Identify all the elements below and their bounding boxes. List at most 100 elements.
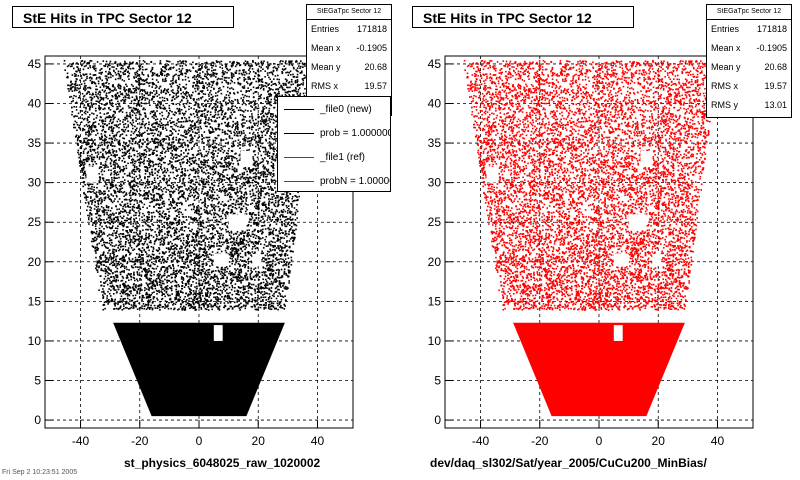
data-point	[158, 169, 160, 171]
data-point	[82, 150, 85, 153]
data-point	[185, 252, 188, 255]
data-point	[172, 141, 175, 143]
data-point	[260, 285, 262, 288]
data-point	[179, 162, 181, 164]
data-point	[166, 89, 168, 91]
data-point	[245, 239, 248, 242]
data-point	[219, 128, 221, 131]
data-point	[168, 222, 171, 225]
data-point	[146, 186, 149, 189]
data-point	[87, 121, 90, 124]
data-point	[136, 168, 138, 171]
data-point	[177, 211, 180, 214]
data-point	[247, 241, 249, 244]
data-point	[251, 68, 254, 70]
data-point	[224, 116, 227, 118]
data-point	[114, 177, 117, 180]
data-point	[213, 213, 216, 216]
data-point	[109, 282, 112, 285]
data-point	[194, 247, 196, 250]
data-point	[151, 78, 154, 81]
data-point	[79, 164, 81, 167]
data-point	[195, 233, 197, 236]
data-point	[145, 62, 148, 65]
data-point	[165, 138, 167, 141]
data-point	[88, 190, 91, 193]
data-point	[274, 218, 277, 221]
data-point	[224, 142, 227, 145]
data-point	[79, 154, 82, 157]
data-point	[260, 93, 263, 96]
data-point	[129, 175, 131, 178]
data-point	[276, 252, 279, 254]
data-point	[138, 118, 141, 120]
data-point	[101, 139, 104, 141]
data-point	[179, 179, 181, 181]
data-point	[283, 222, 286, 225]
data-point	[245, 198, 247, 200]
data-point	[254, 136, 257, 138]
data-point	[240, 306, 243, 308]
data-point	[111, 94, 113, 97]
data-point	[146, 166, 149, 169]
data-point	[105, 265, 107, 268]
data-point	[181, 213, 184, 216]
data-point	[250, 213, 252, 216]
data-point	[76, 129, 78, 132]
data-point	[150, 293, 153, 296]
data-point	[117, 225, 119, 228]
data-point	[246, 277, 249, 280]
data-point	[271, 265, 274, 268]
data-point	[243, 85, 246, 87]
data-point	[225, 101, 227, 104]
data-point	[158, 87, 160, 90]
data-point	[280, 276, 283, 279]
data-point	[194, 261, 197, 264]
data-point	[147, 246, 150, 249]
data-point	[186, 254, 189, 257]
data-point	[101, 225, 103, 228]
data-point	[186, 169, 189, 172]
data-point	[167, 64, 170, 66]
data-point	[195, 282, 198, 284]
data-point	[125, 92, 128, 95]
data-point	[98, 106, 101, 108]
data-point	[151, 140, 154, 142]
data-point	[275, 137, 278, 140]
data-point	[166, 184, 169, 187]
data-point	[100, 71, 102, 74]
data-point	[82, 181, 85, 183]
data-point	[276, 125, 278, 128]
data-point	[229, 186, 232, 189]
data-point	[127, 279, 130, 282]
data-point	[114, 298, 116, 301]
data-point	[229, 274, 232, 276]
data-point	[104, 267, 106, 270]
data-point	[233, 290, 236, 292]
data-point	[133, 183, 135, 186]
data-point	[180, 221, 183, 224]
data-point	[207, 300, 209, 302]
data-point	[102, 294, 104, 296]
data-point	[169, 93, 171, 96]
data-point	[284, 244, 286, 246]
data-point	[170, 204, 172, 206]
data-point	[85, 93, 88, 95]
data-point	[109, 209, 112, 212]
data-point	[270, 308, 273, 311]
data-point	[301, 71, 303, 74]
data-point	[259, 220, 261, 223]
data-point	[168, 251, 171, 253]
data-point	[225, 80, 227, 82]
data-point	[174, 80, 177, 83]
data-point	[254, 180, 256, 183]
data-point	[274, 95, 277, 97]
data-point	[157, 81, 160, 83]
data-point	[236, 235, 239, 238]
data-point	[112, 150, 114, 153]
data-point	[236, 106, 238, 109]
data-point	[262, 108, 264, 111]
data-point	[223, 302, 226, 304]
data-point	[273, 183, 276, 185]
data-point	[196, 234, 199, 237]
